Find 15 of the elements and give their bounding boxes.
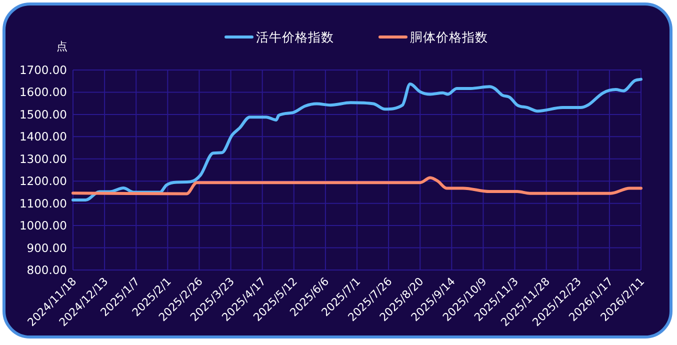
y-tick-label: 800.00 [26, 263, 67, 277]
y-axis-title: 点 [56, 40, 68, 53]
y-tick-label: 1700.00 [19, 63, 67, 77]
y-tick-label: 1300.00 [19, 152, 67, 166]
y-tick-label: 900.00 [26, 240, 67, 255]
line-series [72, 78, 642, 202]
y-tick-label: 1000.00 [19, 218, 67, 233]
y-tick-label: 1500.00 [19, 107, 67, 122]
line-series [72, 176, 642, 196]
y-tick-label: 1200.00 [19, 174, 67, 188]
y-tick-label: 1600.00 [19, 85, 67, 100]
legend-label: 活牛价格指数 [256, 30, 334, 44]
y-tick-label: 1400.00 [19, 130, 67, 144]
legend-label: 胴体价格指数 [410, 30, 488, 44]
y-tick-label: 1100.00 [19, 196, 67, 210]
